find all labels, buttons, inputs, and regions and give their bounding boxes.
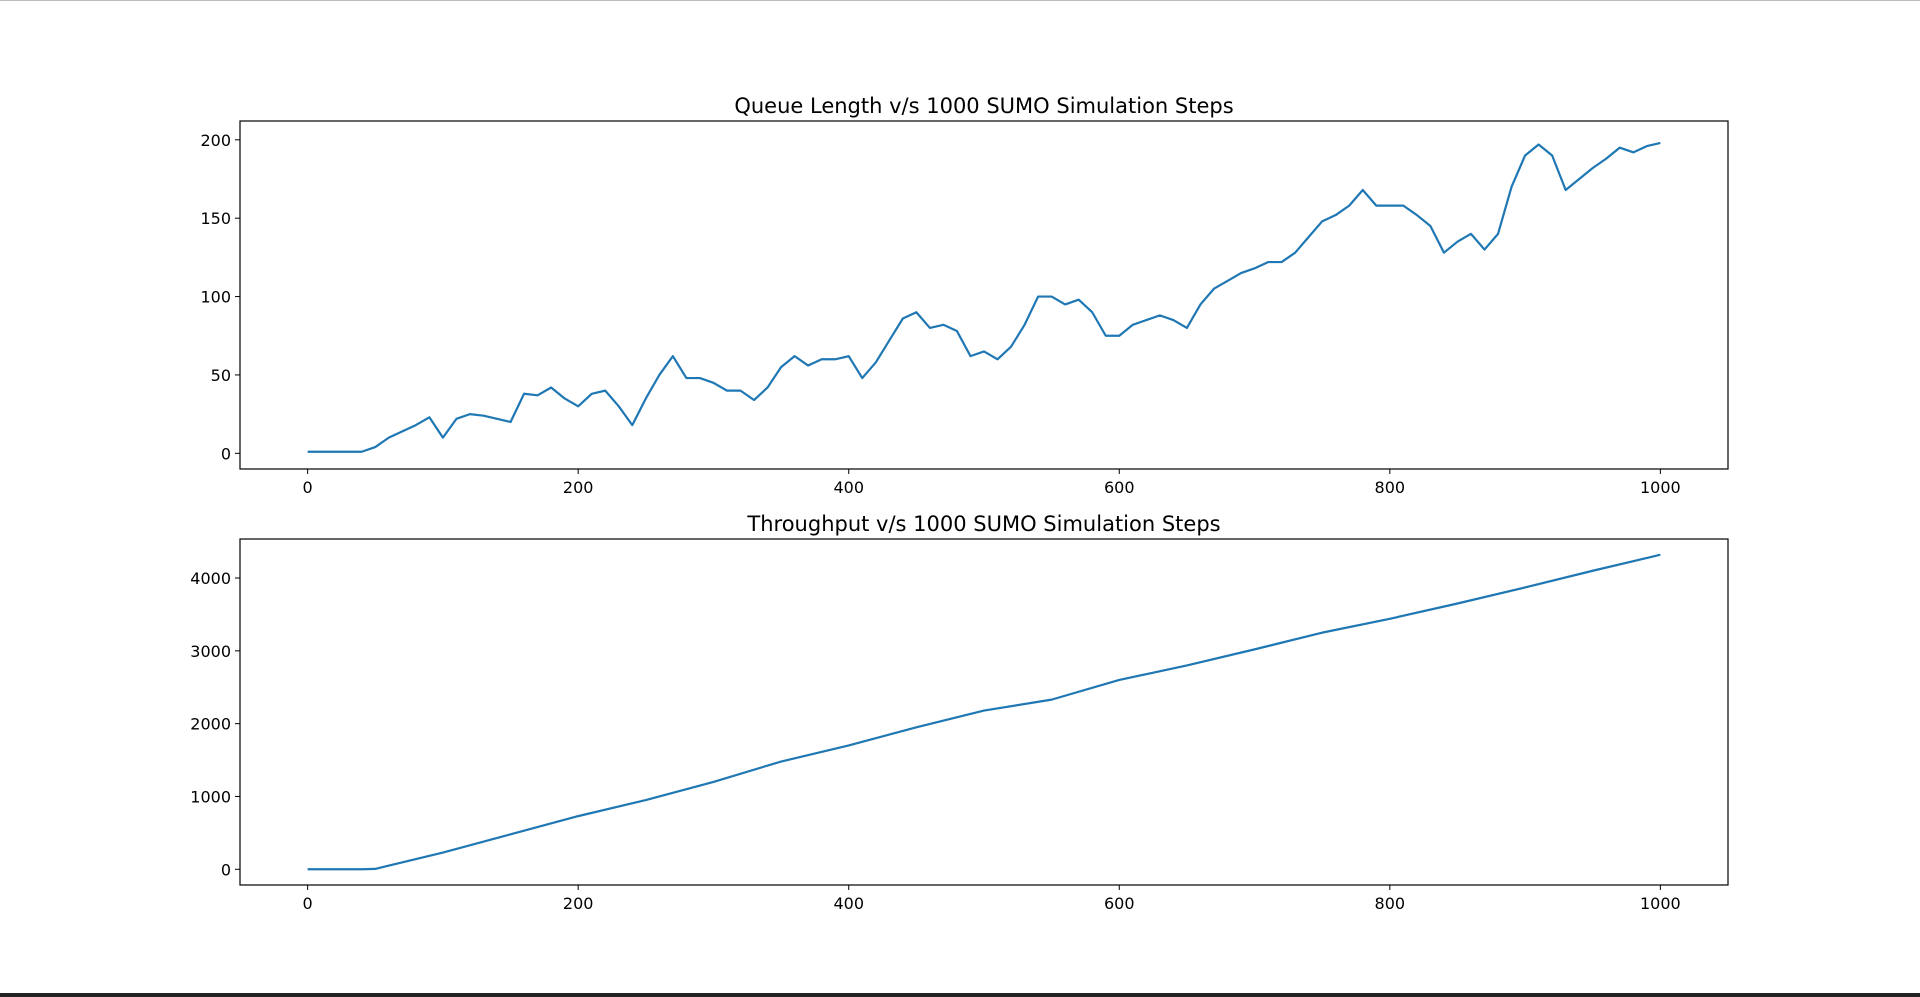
x-tick-label: 200 — [563, 478, 594, 497]
y-tick-label: 1000 — [190, 787, 231, 806]
y-tick-label: 0 — [221, 860, 231, 879]
plot-frame — [239, 538, 1729, 886]
y-tick-label: 150 — [200, 209, 231, 228]
y-tick-label: 4000 — [190, 569, 231, 588]
y-tick-label: 0 — [221, 444, 231, 463]
x-tick-label: 800 — [1375, 894, 1406, 913]
x-tick-label: 600 — [1104, 894, 1135, 913]
x-tick-label: 200 — [563, 894, 594, 913]
y-tick-label: 100 — [200, 288, 231, 307]
x-tick-label: 400 — [833, 894, 864, 913]
plot-frame — [239, 120, 1729, 470]
chart-title: Queue Length v/s 1000 SUMO Simulation St… — [734, 94, 1233, 118]
data-line — [307, 553, 1661, 871]
x-tick-label: 0 — [303, 894, 313, 913]
x-tick-label: 0 — [303, 478, 313, 497]
y-tick-label: 50 — [211, 366, 231, 385]
x-tick-label: 800 — [1375, 478, 1406, 497]
data-line — [307, 141, 1661, 453]
y-tick-label: 3000 — [190, 642, 231, 661]
x-tick-label: 400 — [833, 478, 864, 497]
window-bottom — [0, 993, 1920, 997]
x-tick-label: 1000 — [1640, 894, 1681, 913]
x-tick-label: 600 — [1104, 478, 1135, 497]
chart-title: Throughput v/s 1000 SUMO Simulation Step… — [746, 512, 1220, 536]
y-tick-label: 2000 — [190, 715, 231, 734]
y-tick-label: 200 — [200, 131, 231, 150]
x-tick-label: 1000 — [1640, 478, 1681, 497]
